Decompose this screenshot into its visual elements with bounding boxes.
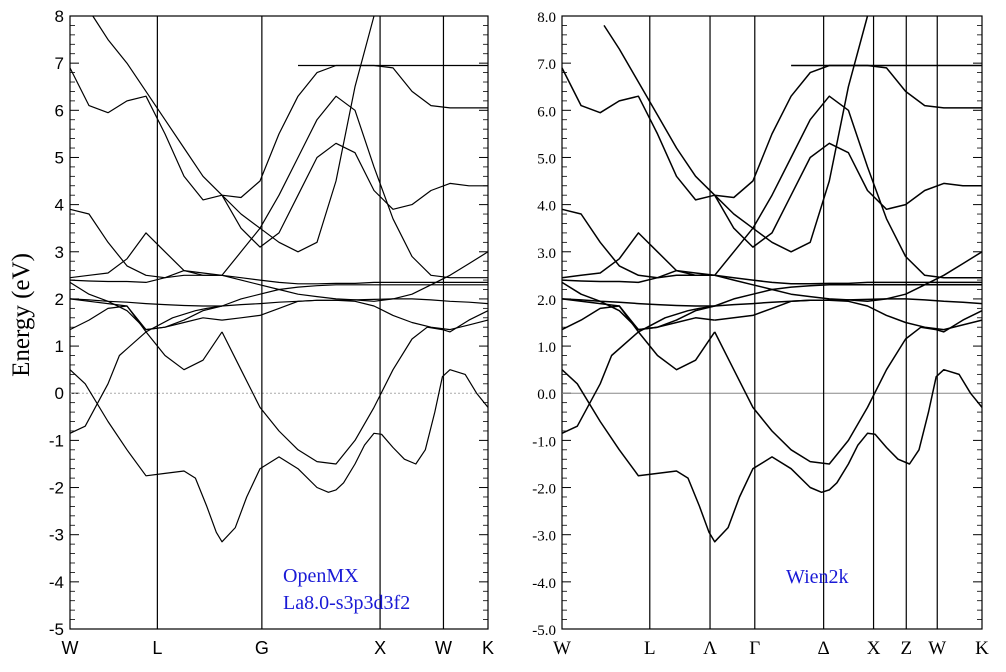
left-band-15 xyxy=(221,95,488,279)
right-kpoint-label: X xyxy=(867,638,881,659)
left-y-tick-label: 7 xyxy=(55,54,64,73)
left-y-tick-label: 1 xyxy=(55,337,64,356)
right-band-1 xyxy=(561,368,983,543)
left-y-tick-label: 3 xyxy=(55,243,64,262)
right-band-8 xyxy=(561,281,715,331)
left-y-tick-label: -2 xyxy=(49,479,64,498)
right-band-15 xyxy=(714,95,982,279)
left-kpoint-label: L xyxy=(152,638,162,658)
left-band-14 xyxy=(69,208,222,279)
left-band-10 xyxy=(69,270,223,283)
left-y-tick-label: 4 xyxy=(55,196,64,215)
right-band-9 xyxy=(714,284,982,307)
left-kpoint-label: K xyxy=(482,638,494,658)
left-y-tick-label: -5 xyxy=(49,620,64,639)
right-y-tick-label: 5.0 xyxy=(537,151,556,167)
right-kpoint-label: L xyxy=(644,638,656,659)
left-plot-frame xyxy=(69,15,489,630)
right-plot-frame xyxy=(561,15,983,630)
left-band-13 xyxy=(221,251,489,302)
right-kpoint-label: Γ xyxy=(749,638,760,659)
left-band-6 xyxy=(69,298,222,307)
right-band-12 xyxy=(561,232,715,279)
right-y-tick-label: -1.0 xyxy=(532,434,556,450)
left-y-tick-label: -3 xyxy=(49,526,64,545)
right-band-10 xyxy=(561,269,715,284)
right-band-3 xyxy=(714,310,983,465)
right-kpoint-label: Δ xyxy=(818,638,830,659)
right-band-0 xyxy=(561,305,715,434)
right-band-14 xyxy=(561,208,715,279)
right-y-tick-label: 2.0 xyxy=(537,293,556,309)
left-band-0 xyxy=(69,305,223,434)
left-band-1 xyxy=(69,369,489,543)
left-kpoint-label: X xyxy=(374,638,386,658)
right-band-18 xyxy=(791,64,982,109)
right-y-tick-label: 7.0 xyxy=(537,57,556,73)
right-band-13 xyxy=(714,251,983,303)
right-y-tick-label: 1.0 xyxy=(537,340,556,356)
left-y-tick-label: 2 xyxy=(55,290,64,309)
right-y-tick-label: 3.0 xyxy=(537,246,556,262)
left-band-11 xyxy=(221,274,488,285)
y-axis-label: Energy (eV) xyxy=(8,253,35,377)
right-y-tick-label: -2.0 xyxy=(532,482,556,498)
wien2k-label: Wien2k xyxy=(786,566,849,588)
right-kpoint-label: Λ xyxy=(703,638,717,659)
right-band-6 xyxy=(561,298,715,307)
right-y-tick-label: 0.0 xyxy=(537,387,556,403)
right-y-tick-label: 6.0 xyxy=(537,104,556,120)
wien2k-band-panel: -5.0 -4.0 -3.0 -2.0 -1.0 0.0 1.0 2.0 3.0 4.0 5.0 6.… xyxy=(532,10,989,659)
left-y-tick-label: 8 xyxy=(55,7,64,26)
left-y-tick-label: -1 xyxy=(49,431,64,450)
openmx-band-panel: -5 -4 -3 -2 -1 0 1 2 3 4 5 6 7 8 W L G X W K xyxy=(49,7,494,658)
right-band-17 xyxy=(714,142,982,248)
right-band-20 xyxy=(603,15,869,253)
right-kpoint-label: K xyxy=(975,638,989,659)
right-kpoint-label: W xyxy=(553,638,571,659)
left-kpoint-label: G xyxy=(255,638,269,658)
left-band-20 xyxy=(92,15,375,253)
left-band-19 xyxy=(221,64,488,199)
left-band-5 xyxy=(221,299,489,331)
left-band-3 xyxy=(221,310,489,465)
openmx-label: OpenMX xyxy=(283,565,359,587)
right-y-tick-label: 8.0 xyxy=(537,10,556,26)
left-band-2 xyxy=(69,305,223,371)
left-y-tick-label: 6 xyxy=(55,101,64,120)
left-band-17 xyxy=(221,142,488,248)
right-band-2 xyxy=(561,305,716,371)
right-band-11 xyxy=(714,274,982,285)
left-band-9 xyxy=(221,284,488,307)
left-band-18 xyxy=(298,64,488,109)
right-kpoint-label: Z xyxy=(900,638,912,659)
right-y-tick-label: -3.0 xyxy=(532,529,556,545)
right-band-16 xyxy=(561,67,715,201)
openmx-basis-label: La8.0-s3p3d3f2 xyxy=(283,592,410,614)
left-band-16 xyxy=(69,67,223,201)
left-band-12 xyxy=(69,232,222,279)
right-y-tick-label: -5.0 xyxy=(532,623,556,639)
left-kpoint-label: W xyxy=(435,638,452,658)
right-band-5 xyxy=(714,299,983,331)
right-y-tick-label: 4.0 xyxy=(537,199,556,215)
left-kpoint-label: W xyxy=(62,638,79,658)
right-band-19 xyxy=(714,64,982,199)
left-y-tick-label: 0 xyxy=(55,384,64,403)
left-y-tick-label: 5 xyxy=(55,148,64,167)
right-y-tick-label: -4.0 xyxy=(532,576,556,592)
left-band-8 xyxy=(69,281,223,331)
left-y-tick-label: -4 xyxy=(49,573,64,592)
right-kpoint-label: W xyxy=(928,638,946,659)
